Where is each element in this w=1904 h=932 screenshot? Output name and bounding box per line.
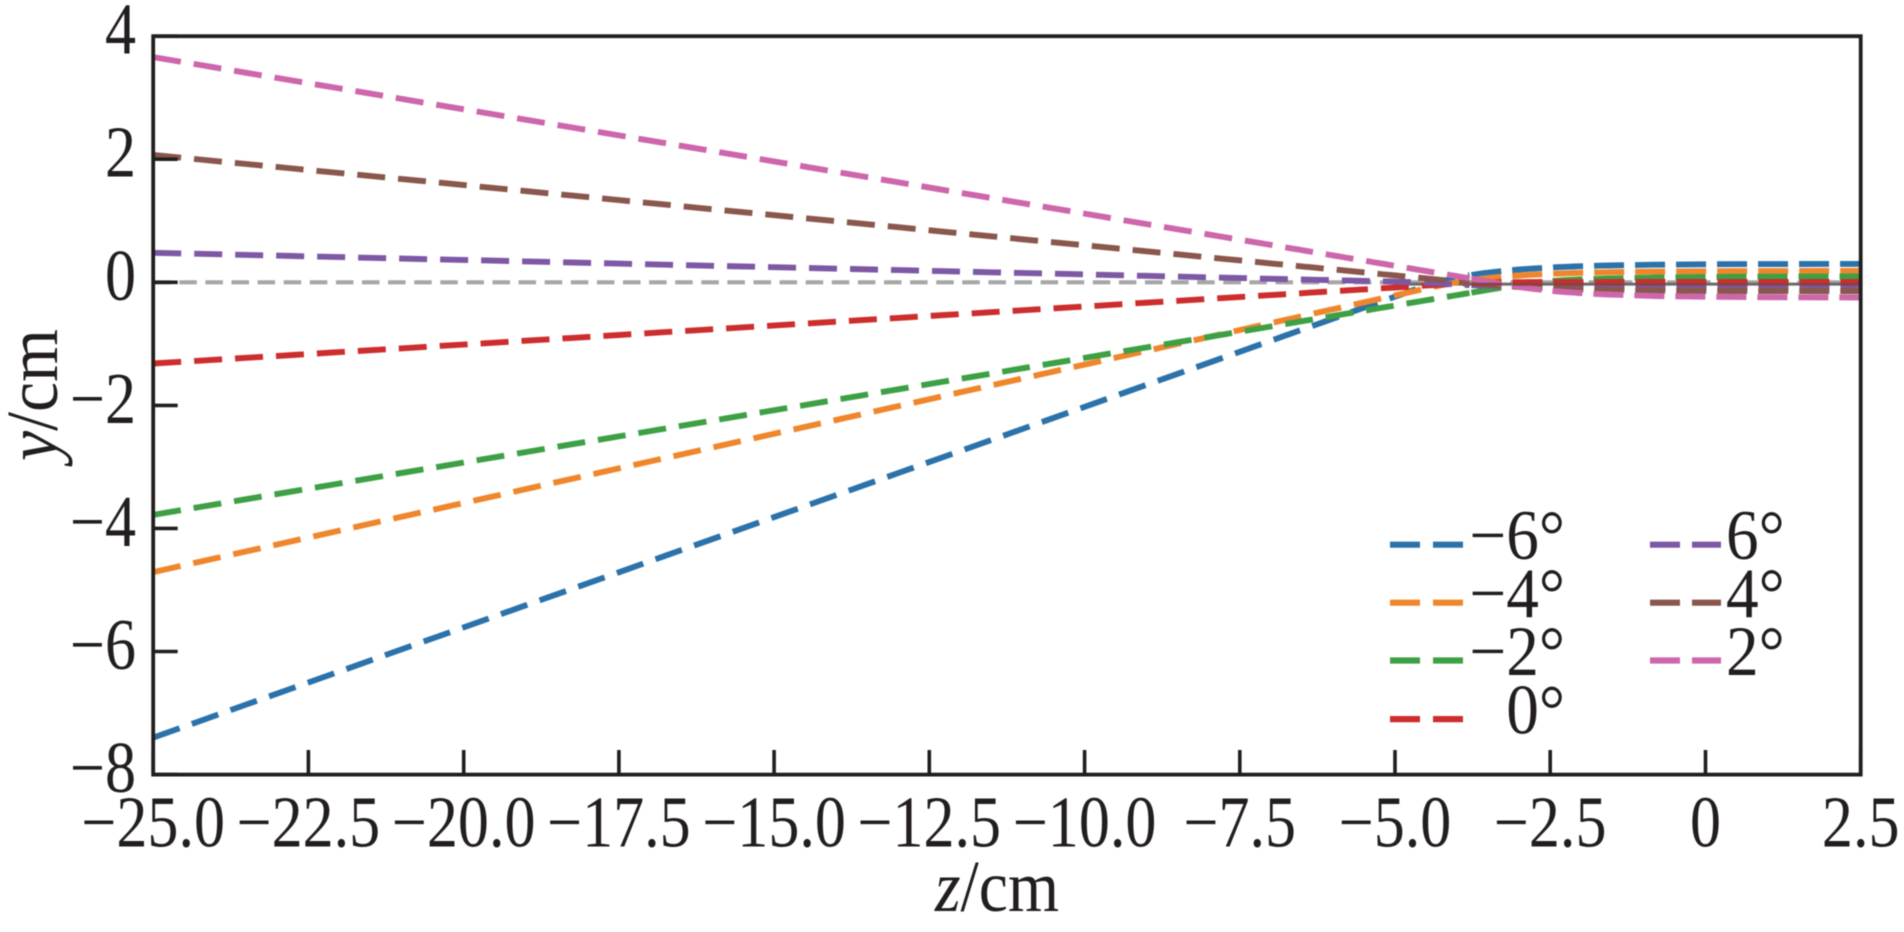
svg-text:−2: −2 xyxy=(70,358,136,439)
svg-text:2: 2 xyxy=(105,112,136,193)
svg-text:0: 0 xyxy=(105,235,136,316)
svg-text:−20.0: −20.0 xyxy=(392,782,536,863)
svg-text:−15.0: −15.0 xyxy=(702,782,846,863)
svg-text:−10.0: −10.0 xyxy=(1013,782,1157,863)
svg-text:−22.5: −22.5 xyxy=(237,782,381,863)
svg-text:−25.0: −25.0 xyxy=(81,782,225,863)
svg-text:−2.5: −2.5 xyxy=(1494,782,1607,863)
svg-text:4: 4 xyxy=(105,0,136,70)
svg-text:−12.5: −12.5 xyxy=(858,782,1002,863)
svg-text:−8: −8 xyxy=(70,727,136,808)
svg-text:y/cm: y/cm xyxy=(0,329,74,467)
svg-text:−6: −6 xyxy=(70,604,136,685)
svg-text:z/cm: z/cm xyxy=(934,847,1059,928)
svg-text:−4: −4 xyxy=(70,481,136,562)
svg-text:−4°: −4° xyxy=(1469,554,1565,633)
svg-text:6°: 6° xyxy=(1726,496,1785,575)
svg-text:−2°: −2° xyxy=(1469,612,1565,691)
svg-text:−7.5: −7.5 xyxy=(1184,782,1297,863)
svg-text:−5.0: −5.0 xyxy=(1339,782,1452,863)
svg-text:2°: 2° xyxy=(1726,612,1785,691)
svg-text:0°: 0° xyxy=(1506,670,1565,749)
svg-text:−17.5: −17.5 xyxy=(547,782,691,863)
svg-text:4°: 4° xyxy=(1726,554,1785,633)
svg-text:0: 0 xyxy=(1690,782,1721,863)
svg-text:2.5: 2.5 xyxy=(1822,782,1900,863)
svg-text:−6°: −6° xyxy=(1469,496,1565,575)
